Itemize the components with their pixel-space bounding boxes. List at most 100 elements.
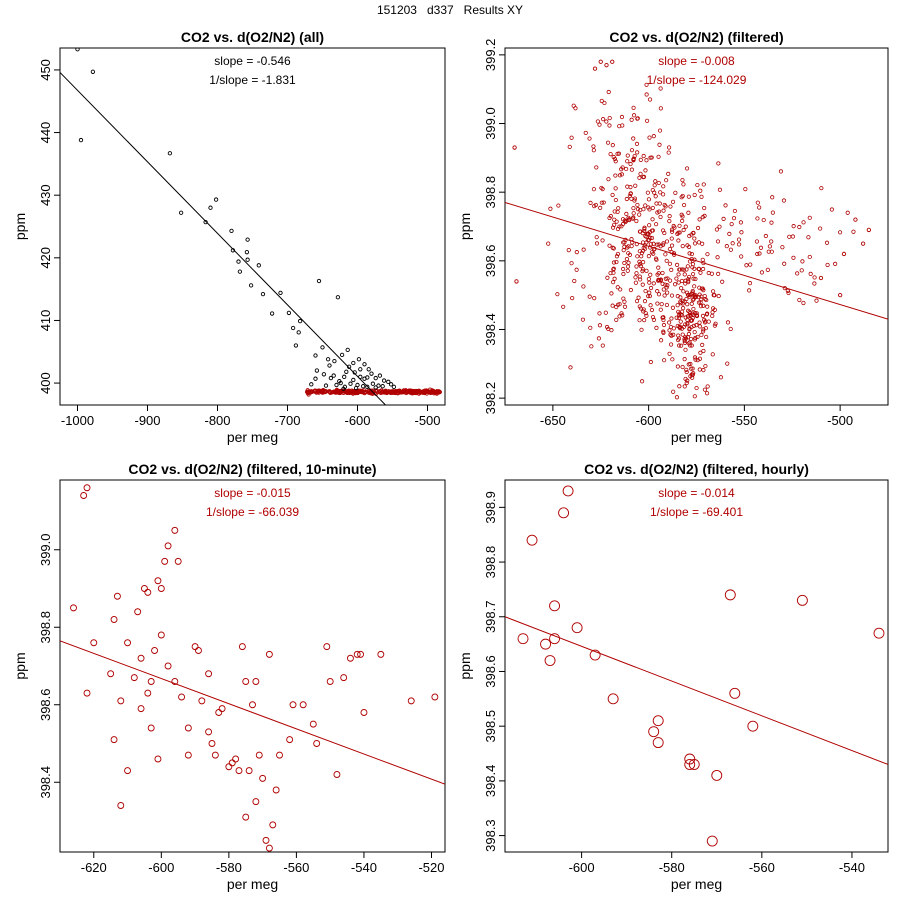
data-point	[695, 182, 700, 188]
data-point	[605, 275, 610, 280]
data-point	[644, 158, 649, 163]
data-point	[625, 153, 630, 158]
data-point	[540, 638, 552, 650]
data-point	[837, 293, 843, 298]
data-point	[619, 114, 625, 120]
data-point	[651, 251, 656, 256]
data-point	[701, 303, 706, 308]
chart-panel-tenmin: CO2 vs. d(O2/N2) (filtered, 10-minute) -6…	[12, 461, 446, 892]
data-point	[658, 307, 663, 312]
data-point	[795, 271, 800, 276]
data-point	[675, 337, 681, 343]
data-point	[647, 223, 652, 228]
data-point	[628, 287, 634, 293]
data-point	[665, 276, 670, 281]
data-point	[769, 239, 774, 244]
data-point	[625, 264, 631, 269]
data-point	[252, 678, 260, 685]
data-point	[621, 248, 626, 253]
data-point	[215, 709, 223, 716]
filtered-point	[401, 388, 406, 393]
data-point	[812, 275, 817, 280]
data-point	[651, 241, 656, 246]
data-point	[624, 256, 630, 262]
data-point	[711, 292, 716, 298]
data-point	[613, 186, 618, 191]
data-point	[690, 290, 695, 295]
data-point	[664, 302, 670, 308]
data-point	[694, 385, 699, 391]
data-point	[651, 134, 656, 139]
data-point	[744, 263, 749, 268]
data-point	[381, 378, 387, 383]
data-point	[669, 229, 675, 234]
data-point	[622, 299, 627, 304]
data-point	[597, 323, 603, 328]
data-point	[607, 115, 612, 121]
data-point	[666, 150, 671, 155]
data-point	[624, 211, 629, 216]
data-point	[591, 144, 596, 149]
data-point	[517, 633, 529, 645]
data-point	[607, 693, 619, 705]
data-point	[614, 304, 619, 310]
data-point	[546, 241, 551, 246]
data-point	[648, 285, 654, 291]
data-point	[873, 627, 885, 639]
chart-panel-filtered: CO2 vs. d(O2/N2) (filtered) -650 -600 -550 -…	[457, 29, 889, 445]
data-point	[685, 335, 691, 340]
data-point	[669, 267, 674, 273]
plot-area	[505, 59, 888, 400]
data-point	[638, 277, 643, 282]
data-point	[661, 287, 666, 292]
data-point	[592, 203, 597, 209]
data-point	[134, 608, 142, 616]
data-point	[245, 767, 253, 775]
data-point	[686, 341, 691, 346]
data-point	[721, 216, 726, 221]
data-point	[634, 141, 640, 147]
data-point	[666, 171, 671, 176]
data-point	[680, 332, 685, 337]
x-tick-label: -500	[827, 413, 853, 428]
data-point	[702, 213, 707, 218]
data-point	[648, 242, 654, 247]
filtered-point	[350, 389, 355, 394]
data-point	[232, 755, 240, 763]
data-point	[648, 303, 653, 308]
data-point	[637, 212, 642, 217]
data-point	[314, 368, 320, 373]
data-point	[738, 220, 744, 225]
data-point	[845, 210, 850, 215]
data-point	[238, 643, 246, 651]
data-point	[668, 324, 673, 330]
data-point	[680, 178, 685, 183]
data-point	[606, 177, 611, 182]
data-point	[684, 296, 689, 302]
data-point	[769, 220, 774, 225]
data-point	[705, 384, 710, 389]
data-point	[611, 246, 616, 251]
data-point	[255, 751, 263, 759]
data-point	[657, 128, 663, 133]
data-point	[682, 384, 687, 389]
data-point	[610, 59, 615, 64]
data-point	[140, 585, 148, 592]
data-point	[612, 222, 617, 227]
filtered-point	[306, 392, 311, 397]
y-tick-label: 398.4	[483, 765, 498, 798]
data-point	[758, 245, 764, 250]
data-point	[526, 534, 538, 546]
data-point	[700, 313, 706, 319]
data-point	[377, 373, 383, 378]
data-point	[716, 293, 721, 299]
data-point	[213, 197, 219, 202]
data-point	[608, 271, 613, 276]
data-point	[388, 382, 394, 387]
plot-frame	[59, 47, 446, 406]
inverse-slope-annotation: 1/slope = -66.039	[206, 505, 299, 519]
y-tick-label: 398.6	[38, 688, 53, 721]
data-point	[680, 218, 685, 224]
data-point	[568, 365, 573, 370]
data-point	[613, 173, 618, 178]
